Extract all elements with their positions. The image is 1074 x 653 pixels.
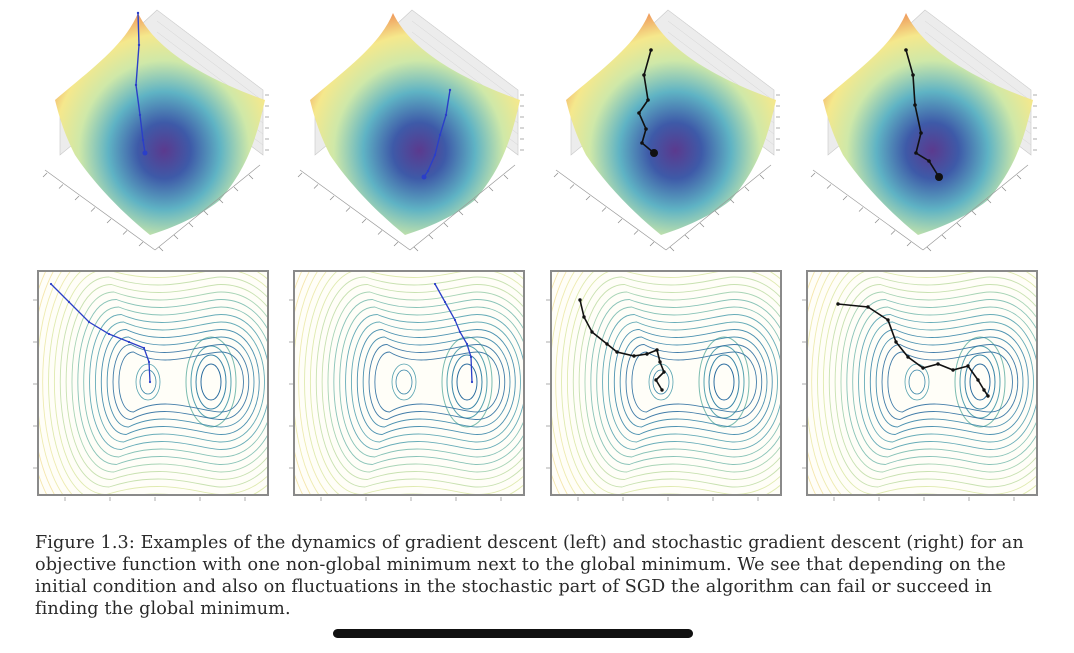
trajectory-point — [886, 318, 890, 322]
x-axis-line — [812, 169, 924, 251]
trajectory-point — [141, 138, 145, 142]
caption-line-1: Figure 1.3: Examples of the dynamics of … — [35, 533, 1024, 553]
x-axis-line — [44, 169, 156, 251]
caption-line-2: objective function with one non-global m… — [35, 555, 1006, 575]
trajectory-point — [645, 352, 649, 356]
trajectory-point — [49, 282, 53, 286]
trajectory-point — [836, 302, 840, 306]
descent-trajectory — [837, 303, 989, 397]
axis-ticks — [33, 299, 1015, 501]
trajectory-point — [136, 11, 140, 15]
trajectory-point — [655, 348, 659, 352]
trajectory-point — [640, 141, 644, 145]
trajectory-point — [976, 378, 980, 382]
trajectory-point — [605, 342, 609, 346]
contour-plot-gd-left — [18, 224, 334, 540]
trajectory-point — [936, 362, 940, 366]
trajectory-point — [453, 318, 457, 322]
trajectory-point — [914, 151, 918, 155]
trajectory-point — [67, 300, 71, 304]
surface-plot-sgd-left — [553, 9, 780, 252]
trajectory-point — [615, 350, 619, 354]
figure-caption: Figure 1.3: Examples of the dynamics of … — [35, 532, 1045, 620]
trajectory-point — [662, 370, 666, 374]
trajectory-point — [470, 380, 474, 384]
trajectory-point — [590, 330, 594, 334]
trajectory-point — [894, 340, 898, 344]
trajectory-point — [444, 113, 448, 117]
trajectory-point — [951, 368, 955, 372]
surface-mesh — [823, 13, 1033, 235]
trajectory-point — [660, 388, 664, 392]
trajectory-point — [142, 346, 146, 350]
caption-line-4: finding the global minimum. — [35, 599, 291, 619]
descent-trajectory — [135, 12, 146, 154]
trajectory-point — [138, 113, 142, 117]
trajectory-point — [438, 133, 442, 137]
trajectory-point — [637, 111, 641, 115]
trajectory-point — [127, 340, 131, 344]
trajectory-point — [654, 378, 658, 382]
trajectory-point — [913, 103, 917, 107]
trajectory-point — [582, 315, 586, 319]
surface-plot-gd-left — [42, 9, 269, 252]
trajectory-point — [87, 320, 91, 324]
trajectory-point — [137, 43, 141, 47]
y-axis-line — [154, 164, 261, 251]
trajectory-end — [421, 174, 427, 180]
y-axis-line — [665, 164, 772, 251]
trajectory-point — [927, 159, 931, 163]
surface-plot-gd-right — [297, 9, 524, 252]
trajectory-point — [433, 153, 437, 157]
trajectory-point — [911, 73, 915, 77]
trajectory-point — [147, 360, 151, 364]
caption-label: Figure 1.3: — [35, 533, 135, 553]
y-axis-line — [409, 164, 516, 251]
surface-mesh — [310, 13, 520, 235]
surface-mesh — [566, 13, 776, 235]
surface-plot-sgd-right — [810, 9, 1037, 252]
trajectory-point — [448, 88, 452, 92]
trajectory-point — [921, 366, 925, 370]
trajectory-point — [906, 355, 910, 359]
surface-mesh — [55, 13, 265, 235]
trajectory-point — [649, 48, 653, 52]
trajectory-point — [426, 169, 430, 173]
trajectory-point — [658, 360, 662, 364]
trajectory-point — [644, 127, 648, 131]
trajectory-point — [646, 98, 650, 102]
trajectory-point — [966, 364, 970, 368]
trajectory-point — [578, 298, 582, 302]
trajectory-point — [148, 380, 152, 384]
descent-trajectory — [423, 89, 451, 178]
home-indicator — [333, 629, 693, 638]
trajectory-point — [469, 355, 473, 359]
trajectory-end — [935, 173, 943, 181]
trajectory-end — [142, 150, 148, 156]
trajectory-point — [443, 300, 447, 304]
trajectory-point — [465, 342, 469, 346]
descent-trajectory — [579, 299, 665, 391]
trajectory-point — [904, 48, 908, 52]
trajectory-point — [632, 354, 636, 358]
trajectory-point — [433, 282, 437, 286]
trajectory-point — [458, 330, 462, 334]
trajectory-point — [982, 388, 986, 392]
trajectory-point — [642, 73, 646, 77]
trajectory-point — [866, 305, 870, 309]
x-axis-line — [555, 169, 667, 251]
trajectory-point — [134, 83, 138, 87]
trajectory-point — [919, 131, 923, 135]
trajectory-point — [986, 394, 990, 398]
descent-trajectory — [50, 283, 151, 383]
x-axis-line — [299, 169, 411, 251]
trajectory-end — [650, 149, 658, 157]
y-axis-line — [922, 164, 1029, 251]
caption-line-3: initial condition and also on fluctuatio… — [35, 577, 993, 597]
trajectory-point — [107, 332, 111, 336]
